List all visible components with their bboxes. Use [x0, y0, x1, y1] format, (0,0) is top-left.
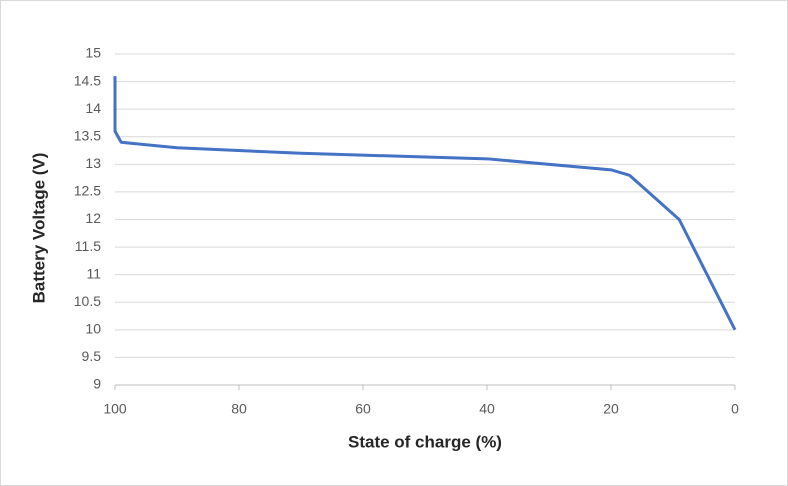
x-tick-label: 20 [603, 401, 619, 417]
y-tick-label: 9.5 [82, 348, 102, 364]
y-tick-label: 11 [86, 265, 101, 281]
y-tick-label: 10 [85, 321, 101, 337]
y-tick-label: 11.5 [75, 238, 101, 254]
y-tick-label: 12 [85, 210, 101, 226]
x-tick-label: 80 [231, 401, 247, 417]
y-tick-label: 10.5 [74, 293, 101, 309]
x-tick-label: 0 [731, 401, 739, 417]
y-axis-title: Battery Voltage (V) [29, 153, 48, 304]
y-tick-label: 15 [85, 45, 101, 61]
x-tick-label: 40 [479, 401, 495, 417]
y-tick-label: 9 [93, 376, 101, 392]
y-tick-label: 13.5 [74, 127, 101, 143]
y-tick-label: 14.5 [74, 72, 101, 88]
x-tick-label: 60 [355, 401, 371, 417]
y-tick-label: 14 [85, 100, 101, 116]
y-tick-label: 13 [85, 155, 101, 171]
data-line [113, 76, 737, 331]
x-tick-label: 100 [103, 401, 127, 417]
x-axis-title: State of charge (%) [348, 432, 502, 451]
y-tick-label: 12.5 [74, 183, 101, 199]
